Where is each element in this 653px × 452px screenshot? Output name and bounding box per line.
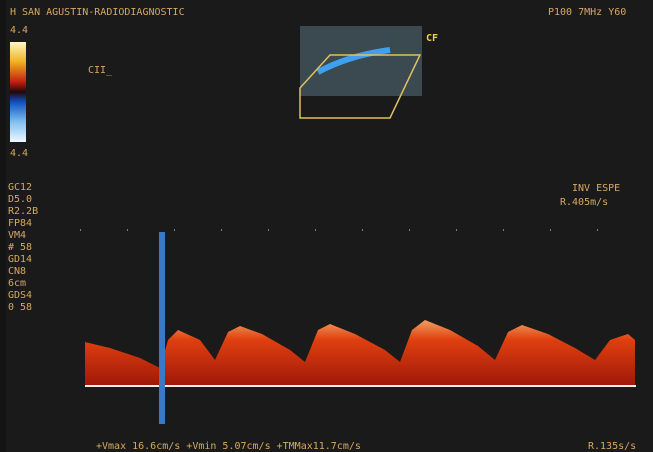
parameter: GD14 — [8, 254, 32, 265]
parameter: R2.2B — [8, 206, 38, 217]
parameter: FP84 — [8, 218, 32, 229]
sample-box — [299, 54, 422, 119]
rate: R.405m/s — [560, 197, 608, 208]
cursor-line — [159, 232, 165, 424]
inset-label: CF — [426, 33, 438, 44]
color-flow — [316, 47, 391, 75]
parameter: GDS4 — [8, 290, 32, 301]
parameter: 0 58 — [8, 302, 32, 313]
parameter: CN8 — [8, 266, 26, 277]
header-title: H SAN AGUSTIN-RADIODIAGNOSTIC — [10, 7, 185, 18]
parameter: # 58 — [8, 242, 32, 253]
scale-top: 4.4 — [10, 25, 28, 36]
color-bar — [10, 42, 26, 142]
parameter: 6cm — [8, 278, 26, 289]
parameter: D5.0 — [8, 194, 32, 205]
parameter: VM4 — [8, 230, 26, 241]
vessel-label: CII_ — [88, 65, 113, 76]
b-mode-inset — [300, 26, 422, 96]
measurements: +Vmax 16.6cm/s +Vmin 5.07cm/s +TMMax11.7… — [96, 441, 361, 452]
scale-bottom: 4.4 — [10, 148, 28, 159]
sweep-rate: R.135s/s — [588, 441, 636, 452]
mode: INV ESPE — [572, 183, 620, 194]
header-probe: P100 7MHz Y60 — [548, 7, 626, 18]
doppler-spectrum — [85, 320, 635, 385]
parameter: GC12 — [8, 182, 32, 193]
